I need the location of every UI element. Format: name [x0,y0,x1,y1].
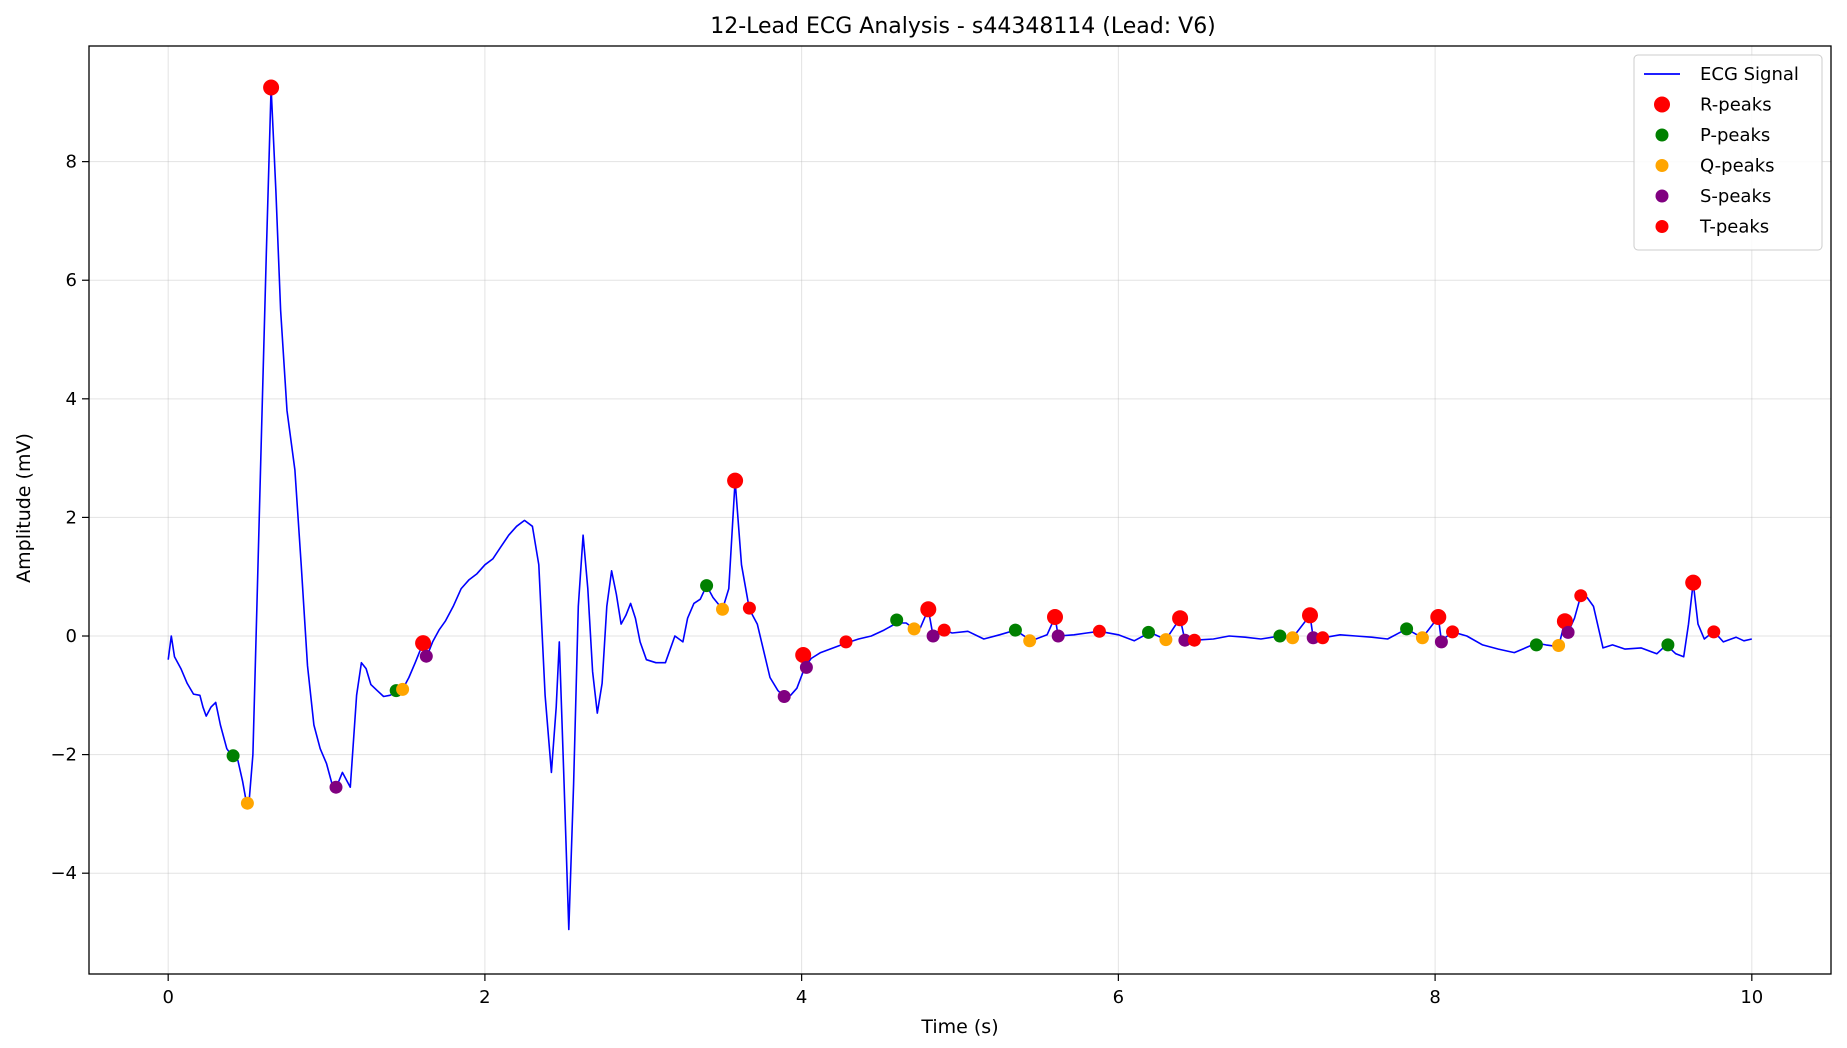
grid-lines [89,46,1831,974]
r-peaks-point [1556,613,1573,630]
p-peaks-point [890,613,904,627]
r-peaks-point [1685,574,1702,591]
q-peaks-point [907,622,921,636]
t-peaks-point [742,601,756,615]
legend-entry-label: P-peaks [1700,125,1770,146]
s-peaks-point [1434,635,1448,649]
x-axis-label: Time (s) [920,1016,998,1038]
x-tick-label: 10 [1740,987,1763,1008]
legend-marker-swatch [1655,189,1669,203]
r-peaks-point [1430,609,1447,625]
q-peaks-point [1023,634,1037,648]
q-peaks-point [716,602,729,616]
q-peaks-point [1415,631,1429,645]
s-peaks-point [1178,633,1192,647]
ecg-signal-line [167,86,1752,931]
p-peaks-point [1400,622,1414,636]
s-peaks-point [1306,631,1320,645]
r-peaks-point [795,647,812,663]
s-peaks-point [777,690,791,703]
r-peaks-point [727,472,744,489]
p-peaks-point [1661,638,1675,652]
q-peaks-point [396,682,410,696]
t-peaks-point [937,623,951,637]
y-tick-label: 6 [66,270,77,291]
p-peaks-point [226,749,240,763]
y-tick-label: 8 [66,152,77,173]
p-peaks-point [1273,629,1287,643]
p-peaks-point [1008,623,1022,637]
y-axis-label: Amplitude (mV) [13,433,35,583]
x-tick-label: 0 [162,987,173,1008]
s-peaks-point [1051,629,1065,643]
s-peaks-point [1561,625,1575,639]
plot-frame [88,45,1832,975]
q-peaks-point [1159,633,1173,647]
legend-marker-swatch [1655,128,1669,142]
q-peaks-point [1552,639,1566,652]
p-peaks-point [700,579,714,593]
r-peaks-point [263,79,280,96]
r-peaks-point [1302,607,1318,624]
x-tick-label: 6 [1113,987,1124,1008]
chart-title: 12-Lead ECG Analysis - s44348114 (Lead: … [710,14,1216,39]
legend-entry-label: S-peaks [1700,186,1771,207]
t-peaks-point [1446,625,1459,639]
plot-area [167,79,1752,931]
s-peaks-point [799,660,813,674]
legend-marker-swatch [1655,159,1669,172]
legend-entry-label: R-peaks [1700,95,1772,116]
t-peaks-point [839,635,853,649]
s-peaks-point [419,649,433,663]
r-peaks-point [1172,610,1189,627]
p-peaks-point [1529,638,1543,652]
s-peaks-point [926,629,940,643]
legend-entry-label: Q-peaks [1700,156,1775,177]
q-peaks-point [1286,631,1300,645]
legend: ECG Signal R-peaks P-peaks Q-peaks S-peaks T-… [1633,54,1823,251]
t-peaks-point [1316,631,1330,645]
y-tick-label: −2 [50,745,77,766]
y-tick-label: 2 [66,507,77,528]
s-peaks-point [329,780,343,794]
x-tick-label: 8 [1429,987,1440,1008]
r-peaks-point [415,635,432,652]
legend-marker-swatch [1655,220,1669,233]
axes: 0 2 4 6 8 10 −4 −2 0 2 4 6 8 [50,152,1763,1008]
legend-box [1633,54,1823,251]
p-peaks-point [1142,625,1155,639]
legend-marker-swatch [1654,96,1670,113]
r-peaks-point [920,601,937,618]
r-peaks-point [1047,609,1063,625]
x-tick-label: 4 [796,987,807,1008]
q-peaks-point [240,796,254,810]
t-peaks-point [1707,625,1721,639]
x-tick-label: 2 [479,987,490,1008]
legend-entry-label: ECG Signal [1700,64,1799,85]
y-tick-label: −4 [50,863,77,884]
t-peaks-point [1092,624,1106,638]
t-peaks-point [1187,633,1201,647]
legend-entry-label: T-peaks [1699,217,1769,238]
t-peaks-point [1574,589,1588,603]
y-tick-label: 4 [66,389,77,410]
y-tick-label: 0 [66,626,77,647]
